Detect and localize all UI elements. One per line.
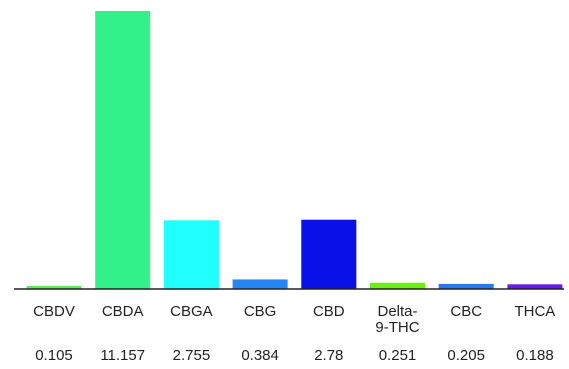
value-labels-group: 0.105 11.157 2.755 0.384 2.78 0.251 0.205 0.188: [35, 347, 553, 364]
bar-cbd: [301, 219, 357, 289]
category-label-cbda: CBDA: [102, 303, 144, 320]
value-label-thca: 0.188: [516, 347, 554, 364]
bars-group: [26, 11, 563, 289]
bar-cbda: [95, 11, 151, 289]
value-label-cbg: 0.384: [241, 347, 279, 364]
category-labels-group: CBDV CBDA CBGA CBG CBD Delta-9-THC CBC THCA: [33, 303, 555, 336]
bar-cbdv: [26, 286, 82, 289]
category-label-delta-9-thc-line-1: Delta-: [377, 303, 417, 320]
category-label-cbd: CBD: [313, 303, 345, 320]
category-label-cbga: CBGA: [170, 303, 213, 320]
category-label-thca: THCA: [514, 303, 555, 320]
category-label-cbdv: CBDV: [33, 303, 75, 320]
bar-cbg: [232, 279, 288, 289]
category-label-cbg: CBG: [244, 303, 277, 320]
value-label-cbd: 2.78: [314, 347, 343, 364]
value-label-cbga: 2.755: [173, 347, 211, 364]
value-label-cbc: 0.205: [447, 347, 485, 364]
bar-thca: [507, 284, 563, 289]
category-label-delta-9-thc-line-2: 9-THC: [375, 319, 419, 336]
category-label-cbc: CBC: [450, 303, 482, 320]
value-label-cbdv: 0.105: [35, 347, 73, 364]
value-label-cbda: 11.157: [100, 347, 145, 364]
value-label-delta-9-thc: 0.251: [379, 347, 417, 364]
bar-delta-9-thc: [370, 282, 425, 289]
bar-cbga: [163, 220, 219, 289]
bar-cbc: [438, 283, 494, 289]
